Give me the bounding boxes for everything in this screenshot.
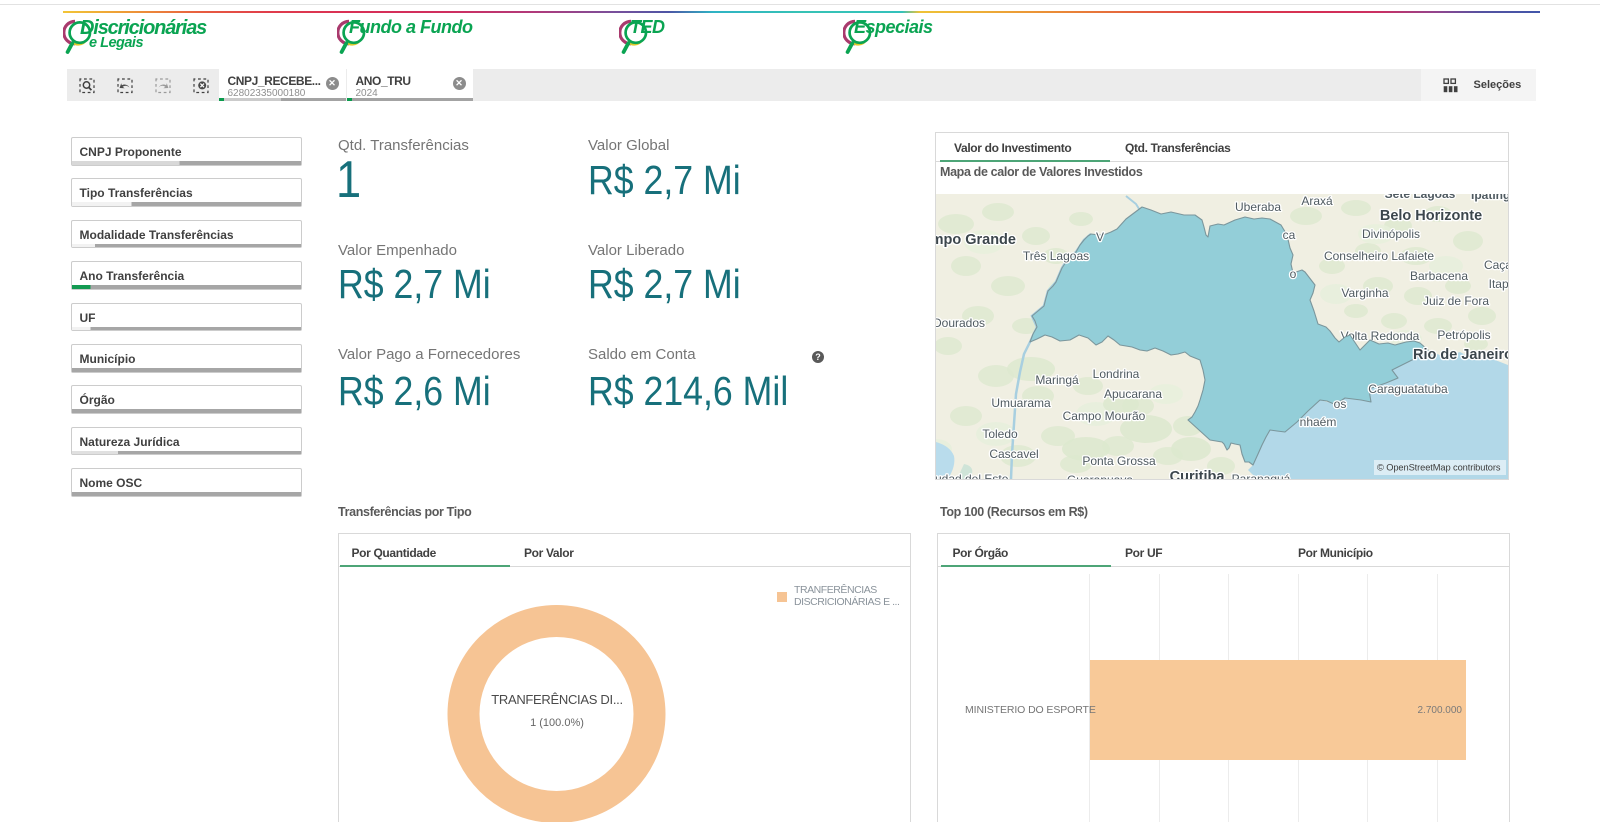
svg-text:Caçapava: Caçapava	[1484, 258, 1508, 272]
svg-text:Conselheiro Lafaiete: Conselheiro Lafaiete	[1324, 249, 1434, 263]
svg-text:Sete Lagoas: Sete Lagoas	[1385, 194, 1456, 201]
svg-text:Caraguatatuba: Caraguatatuba	[1368, 382, 1448, 396]
svg-text:Uberaba: Uberaba	[1235, 200, 1281, 214]
svg-text:Araxá: Araxá	[1301, 194, 1333, 208]
svg-text:V: V	[1096, 230, 1104, 244]
svg-text:Campo Mourão: Campo Mourão	[1063, 409, 1146, 423]
svg-text:nhaém: nhaém	[1300, 415, 1337, 429]
svg-text:Itaperuna: Itaperuna	[1489, 277, 1508, 291]
svg-text:Belo Horizonte: Belo Horizonte	[1380, 208, 1482, 224]
svg-text:Maringá: Maringá	[1035, 373, 1079, 387]
svg-text:Curitiba: Curitiba	[1170, 469, 1226, 479]
svg-text:o: o	[1290, 267, 1297, 281]
svg-text:Barbacena: Barbacena	[1410, 269, 1468, 283]
svg-text:Divinópolis: Divinópolis	[1362, 227, 1420, 241]
svg-text:Toledo: Toledo	[982, 427, 1018, 441]
svg-text:Ipatinga: Ipatinga	[1471, 194, 1508, 202]
svg-text:ca: ca	[1283, 228, 1296, 242]
svg-text:Apucarana: Apucarana	[1104, 387, 1162, 401]
svg-text:Paranaguá: Paranaguá	[1232, 472, 1291, 479]
svg-text:Guarapuava: Guarapuava	[1067, 473, 1133, 479]
svg-text:Umuarama: Umuarama	[991, 396, 1051, 410]
svg-text:Ciudad del Este: Ciudad del Este	[936, 472, 1009, 479]
svg-text:Três Lagoas: Três Lagoas	[1023, 249, 1089, 263]
svg-text:Volta Redonda: Volta Redonda	[1341, 329, 1420, 343]
svg-text:Londrina: Londrina	[1093, 367, 1140, 381]
svg-text:Petrópolis: Petrópolis	[1437, 328, 1490, 342]
svg-text:Cascavel: Cascavel	[989, 447, 1038, 461]
svg-text:os: os	[1334, 397, 1347, 411]
svg-text:Dourados: Dourados	[936, 316, 985, 330]
svg-text:Juiz de Fora: Juiz de Fora	[1423, 294, 1489, 308]
svg-text:Rio de Janeiro: Rio de Janeiro	[1413, 347, 1508, 363]
svg-text:© OpenStreetMap contributors: © OpenStreetMap contributors	[1377, 463, 1501, 473]
svg-text:Ponta Grossa: Ponta Grossa	[1082, 454, 1156, 468]
svg-text:Varginha: Varginha	[1341, 286, 1388, 300]
svg-text:Campo Grande: Campo Grande	[936, 232, 1016, 248]
